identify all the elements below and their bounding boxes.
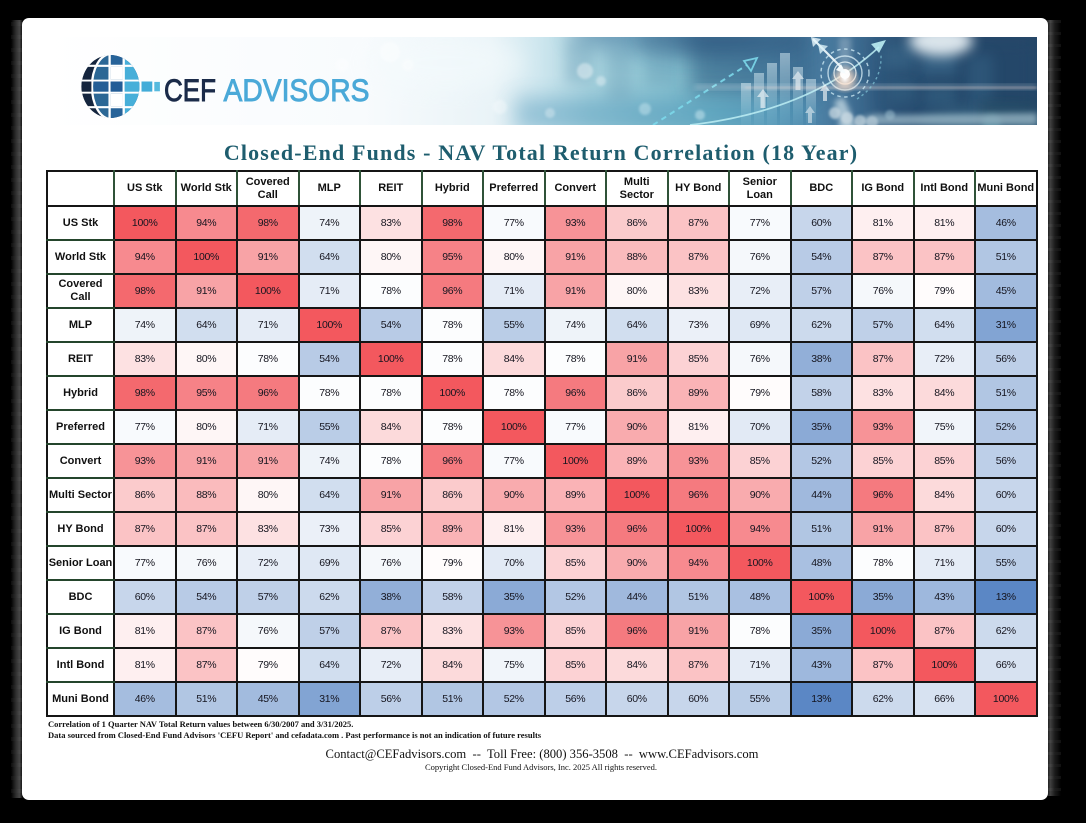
- svg-text:ADVISORS: ADVISORS: [224, 72, 370, 108]
- svg-text:CEF: CEF: [164, 72, 216, 108]
